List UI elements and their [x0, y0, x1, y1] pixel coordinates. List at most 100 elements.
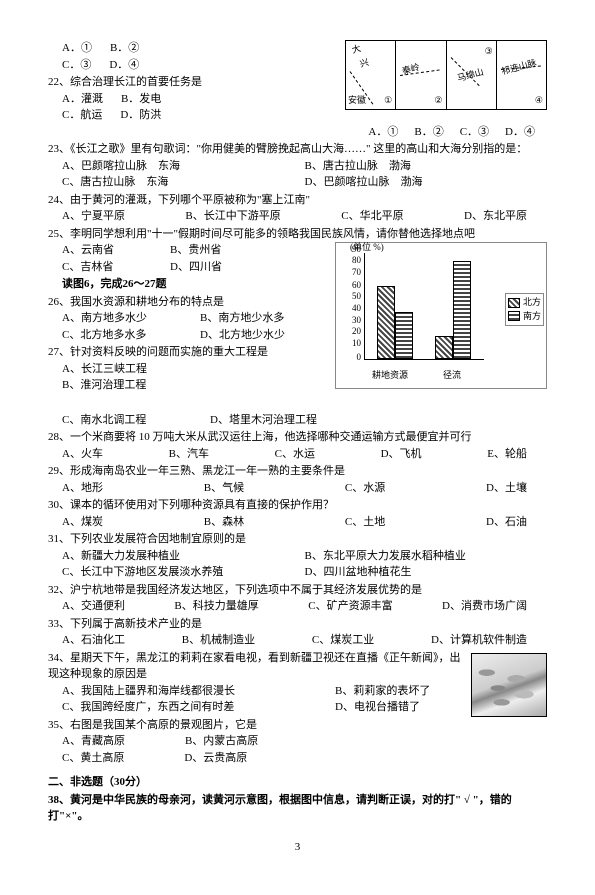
q35-opt-d: D、云贵高原 — [184, 750, 247, 767]
q29-opt-c: C、水源 — [345, 480, 385, 497]
map-opt-b: B．② — [414, 124, 443, 141]
bar-south-2 — [453, 261, 471, 359]
q30-options: A、煤炭 B、森林 C、土地 D、石油 — [48, 514, 547, 531]
q30-opt-d: D、石油 — [486, 514, 527, 531]
q32-opt-d: D、消费市场广阔 — [442, 598, 527, 615]
q31-opt-a: A、新疆大力发展种植业 — [62, 548, 305, 565]
q30-stem: 30、课本的循环使用对下列哪种资源具有直接的保护作用？ — [48, 497, 547, 514]
q31-options: A、新疆大力发展种植业 B、东北平原大力发展水稻种植业 — [48, 548, 547, 565]
q29-options: A、地形 B、气候 C、水源 D、土壤 — [48, 480, 547, 497]
map-label: 兴 — [359, 58, 370, 69]
page-number: 3 — [48, 839, 547, 856]
q33-opt-c: C、煤炭工业 — [312, 632, 374, 649]
q33-opt-b: B、机械制造业 — [182, 632, 255, 649]
q31-opt-b: B、东北平原大力发展水稻种植业 — [305, 548, 548, 565]
ytick: 10 — [343, 337, 361, 351]
q35-stem: 35、右图是我国某个高原的景观图片，它是 — [48, 717, 547, 734]
q26-opt-c: C、北方地多水多 — [62, 327, 182, 344]
q22-opt-d: D．防洪 — [120, 107, 161, 124]
ytick: 60 — [343, 279, 361, 293]
q29-opt-a: A、地形 — [62, 480, 103, 497]
map-num: ③ — [485, 45, 493, 59]
q23-opt-a: A、巴颜喀拉山脉 东海 — [62, 158, 305, 175]
q23-opt-d: D、巴颜喀拉山脉 渤海 — [305, 174, 548, 191]
q35-opt-c: C、黄土高原 — [62, 750, 124, 767]
chart-legend: 北方 南方 — [505, 293, 544, 326]
q26-opt-a: A、南方地多水少 — [62, 310, 182, 327]
plateau-image — [471, 653, 547, 717]
ytick: 90 — [343, 243, 361, 257]
q27-opt-a: A、长江三峡工程 — [62, 361, 147, 378]
map-options: A．① B．② C．③ D．④ — [48, 124, 547, 141]
q35-opt-a: A、青藏高原 — [62, 733, 125, 750]
q24-opt-c: C、华北平原 — [341, 208, 403, 225]
q32-opt-a: A、交通便利 — [62, 598, 125, 615]
q24-opt-b: B、长江中下游平原 — [185, 208, 280, 225]
q33-options: A、石油化工 B、机械制造业 C、煤炭工业 D、计算机软件制造 — [48, 632, 547, 649]
q27-opt-d: D、塔里木河治理工程 — [210, 412, 317, 429]
q31-options-2: C、长江中下游地区发展淡水养殖 D、四川盆地种植花生 — [48, 564, 547, 581]
chart-area: 0 10 20 30 40 50 60 70 80 90 — [364, 253, 484, 360]
ytick: 80 — [343, 254, 361, 268]
legend-south: 南方 — [523, 310, 541, 324]
map-opt-a: A．① — [368, 124, 398, 141]
q34-opt-c: C、我国跨经度广，东西之间有时差 — [62, 699, 335, 716]
q28-opt-c: C、水运 — [275, 446, 315, 463]
q38-stem: 38、黄河是中华民族的母亲河，读黄河示意图，根据图中信息，请判断正误，对的打" … — [48, 792, 547, 825]
ytick: 40 — [343, 302, 361, 316]
bar-north-1 — [377, 286, 395, 359]
q33-stem: 33、下列属于高新技术产业的是 — [48, 616, 547, 633]
q26-opt-b: B、南方地少水多 — [200, 310, 284, 327]
map-label: 大 — [351, 44, 362, 55]
q26-options: A、南方地多水少 B、南方地少水多 — [48, 310, 329, 327]
q29-opt-b: B、气候 — [204, 480, 244, 497]
q26-options-2: C、北方地多水多 D、北方地少水少 — [48, 327, 329, 344]
map-opt-d: D．④ — [505, 124, 535, 141]
q23-opt-c: C、唐古拉山脉 东海 — [62, 174, 305, 191]
q24-opt-d: D、东北平原 — [464, 208, 527, 225]
q35-options-2: C、黄土高原 D、云贵高原 — [48, 750, 547, 767]
q22-opt-b: B．发电 — [121, 91, 161, 108]
q35-opt-b: B、内蒙古高原 — [185, 733, 258, 750]
q35-options: A、青藏高原 B、内蒙古高原 — [48, 733, 547, 750]
legend-north: 北方 — [523, 296, 541, 310]
q23-opt-b: B、唐古拉山脉 渤海 — [305, 158, 548, 175]
q25-options-2: C、吉林省 D、四川省 — [48, 259, 329, 276]
q25-opt-a: A、云南省 — [62, 242, 152, 259]
q28-options: A、火车 B、汽车 C、水运 D、飞机 E、轮船 — [48, 446, 547, 463]
bar-south-1 — [395, 312, 413, 359]
map-num: ② — [434, 94, 442, 108]
q21-opt-a: A．① — [62, 40, 92, 57]
map-label: 安徽 — [348, 94, 366, 108]
q23-stem: 23、《长江之歌》里有句歌词："你用健美的臂膀挽起高山大海……" 这里的高山和大… — [48, 141, 547, 158]
q31-stem: 31、下列农业发展符合因地制宜原则的是 — [48, 531, 547, 548]
q25-stem: 25、李明同学想利用"十一"假期时间尽可能多的领略我国民族风情，请你替他选择地点… — [48, 226, 547, 243]
legend-swatch-south — [508, 311, 520, 321]
q24-options: A、宁夏平原 B、长江中下游平原 C、华北平原 D、东北平原 — [48, 208, 547, 225]
q27-stem: 27、针对资料反映的问题而实施的重大工程是 — [48, 344, 329, 361]
q21-opt-d: D．④ — [109, 57, 139, 74]
bar-north-2 — [435, 336, 453, 359]
section-2-head: 二、非选题（30分） — [48, 774, 547, 791]
q28-stem: 28、一个米商要将 10 万吨大米从武汉运往上海，他选择哪种交通运输方式最便宜并… — [48, 429, 547, 446]
q32-opt-b: B、科技力量雄厚 — [174, 598, 258, 615]
q24-opt-a: A、宁夏平原 — [62, 208, 125, 225]
ytick: 20 — [343, 325, 361, 339]
q28-opt-a: A、火车 — [62, 446, 103, 463]
q23-options: A、巴颜喀拉山脉 东海 B、唐古拉山脉 渤海 — [48, 158, 547, 175]
q27-options-2: B、淮河治理工程 C、南水北调工程 D、塔里木河治理工程 — [48, 377, 329, 428]
q28-opt-e: E、轮船 — [487, 446, 527, 463]
q22-options-2: C．航运 D．防洪 — [48, 107, 339, 124]
q33-opt-a: A、石油化工 — [62, 632, 125, 649]
q34-opt-a: A、我国陆上疆界和海岸线都很漫长 — [62, 683, 335, 700]
q28-opt-b: B、汽车 — [169, 446, 209, 463]
q21-options: A．① B．② — [48, 40, 339, 57]
q22-stem: 22、综合治理长江的首要任务是 — [48, 74, 339, 91]
bar-chart: (单位 %) 0 10 20 30 40 50 60 70 80 90 耕地资源… — [335, 242, 547, 389]
q31-opt-c: C、长江中下游地区发展淡水养殖 — [62, 564, 305, 581]
q30-opt-b: B、森林 — [204, 514, 244, 531]
q22-opt-a: A．灌溉 — [62, 91, 103, 108]
q32-options: A、交通便利 B、科技力量雄厚 C、矿产资源丰富 D、消费市场广阔 — [48, 598, 547, 615]
map-opt-c: C．③ — [460, 124, 489, 141]
q31-opt-d: D、四川盆地种植花生 — [305, 564, 548, 581]
